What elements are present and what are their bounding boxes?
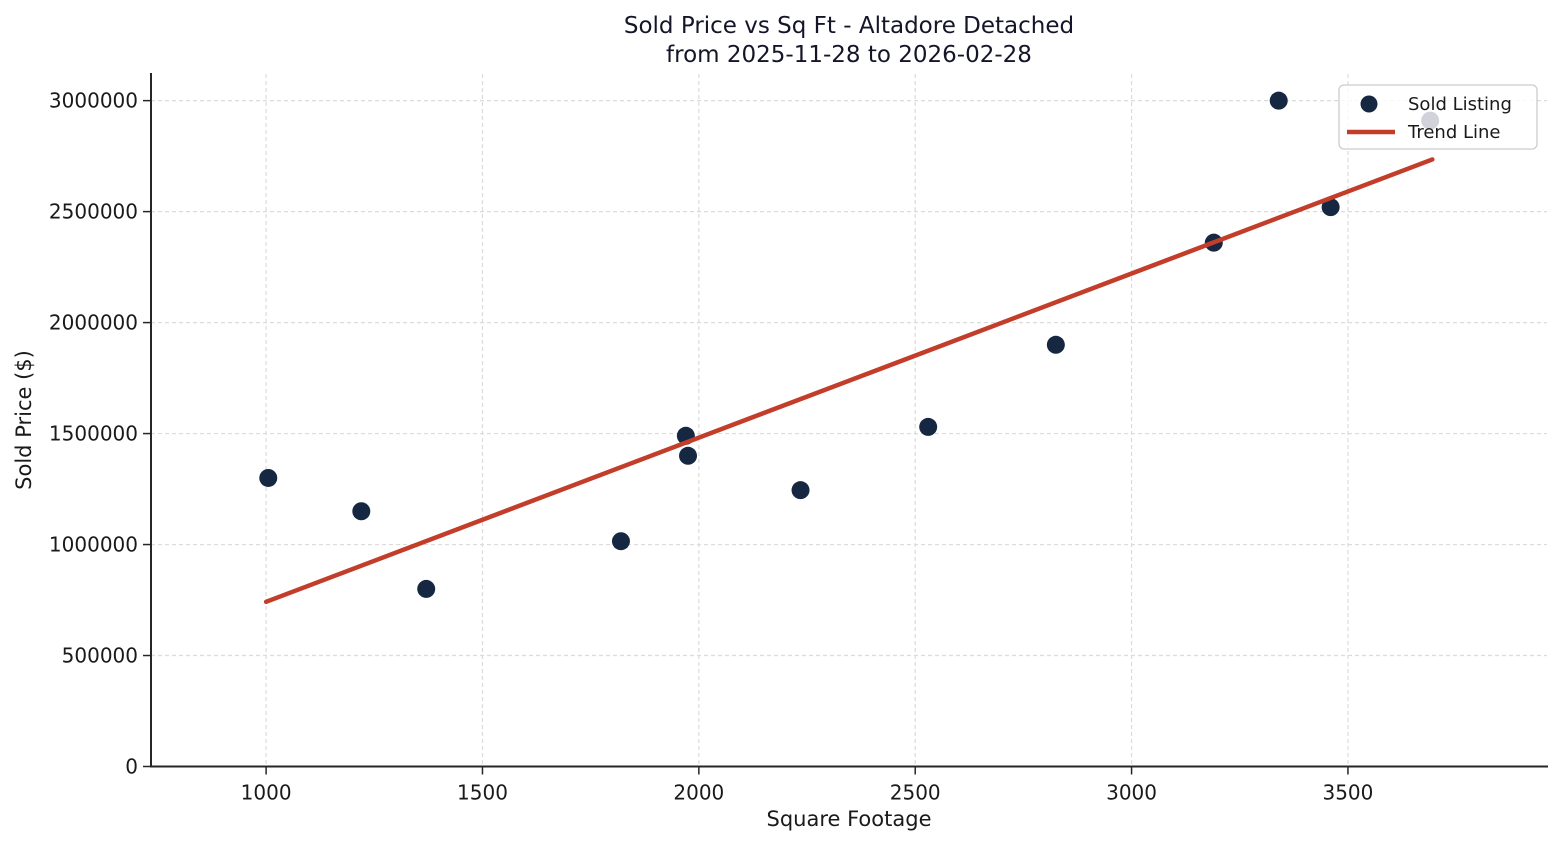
x-tick-label: 2000 [673, 781, 724, 805]
data-point [1321, 198, 1340, 217]
legend-label-trend-line: Trend Line [1407, 122, 1501, 143]
data-point [352, 502, 371, 521]
y-tick-label: 1500000 [49, 422, 138, 446]
y-tick-label: 1000000 [49, 533, 138, 557]
x-tick-label: 3000 [1106, 781, 1157, 805]
legend-marker-sold-listing-icon [1360, 95, 1378, 113]
y-tick-label: 500000 [62, 644, 138, 668]
y-tick-label: 0 [125, 755, 138, 779]
axes-layer: 1000 1500 2000 2500 3000 3500 0 500000 1000000 15… [49, 73, 1548, 805]
data-point [259, 468, 278, 487]
data-point [417, 579, 436, 598]
grid-layer [151, 74, 1547, 767]
y-tick-label: 2500000 [49, 200, 138, 224]
x-tick-label: 1000 [241, 781, 292, 805]
legend: Sold Listing Trend Line [1338, 84, 1538, 150]
y-axis-label: Sold Price ($) [12, 350, 36, 490]
trend-line [263, 157, 1435, 605]
data-point [1269, 91, 1288, 110]
x-tick-label: 1500 [457, 781, 508, 805]
data-point [679, 446, 698, 465]
data-point [791, 481, 810, 500]
x-tick-label: 2500 [890, 781, 941, 805]
legend-label-sold-listing: Sold Listing [1408, 94, 1512, 115]
data-point [1046, 335, 1065, 354]
data-layer [259, 91, 1440, 605]
chart-title-line2: from 2025-11-28 to 2026-02-28 [666, 42, 1032, 68]
x-tick-label: 3500 [1322, 781, 1373, 805]
chart-title-line1: Sold Price vs Sq Ft - Altadore Detached [624, 13, 1074, 39]
data-point [611, 532, 630, 551]
data-point [919, 417, 938, 436]
y-tick-label: 2000000 [49, 311, 138, 335]
y-tick-label: 3000000 [49, 89, 138, 113]
x-axis-label: Square Footage [767, 807, 932, 831]
